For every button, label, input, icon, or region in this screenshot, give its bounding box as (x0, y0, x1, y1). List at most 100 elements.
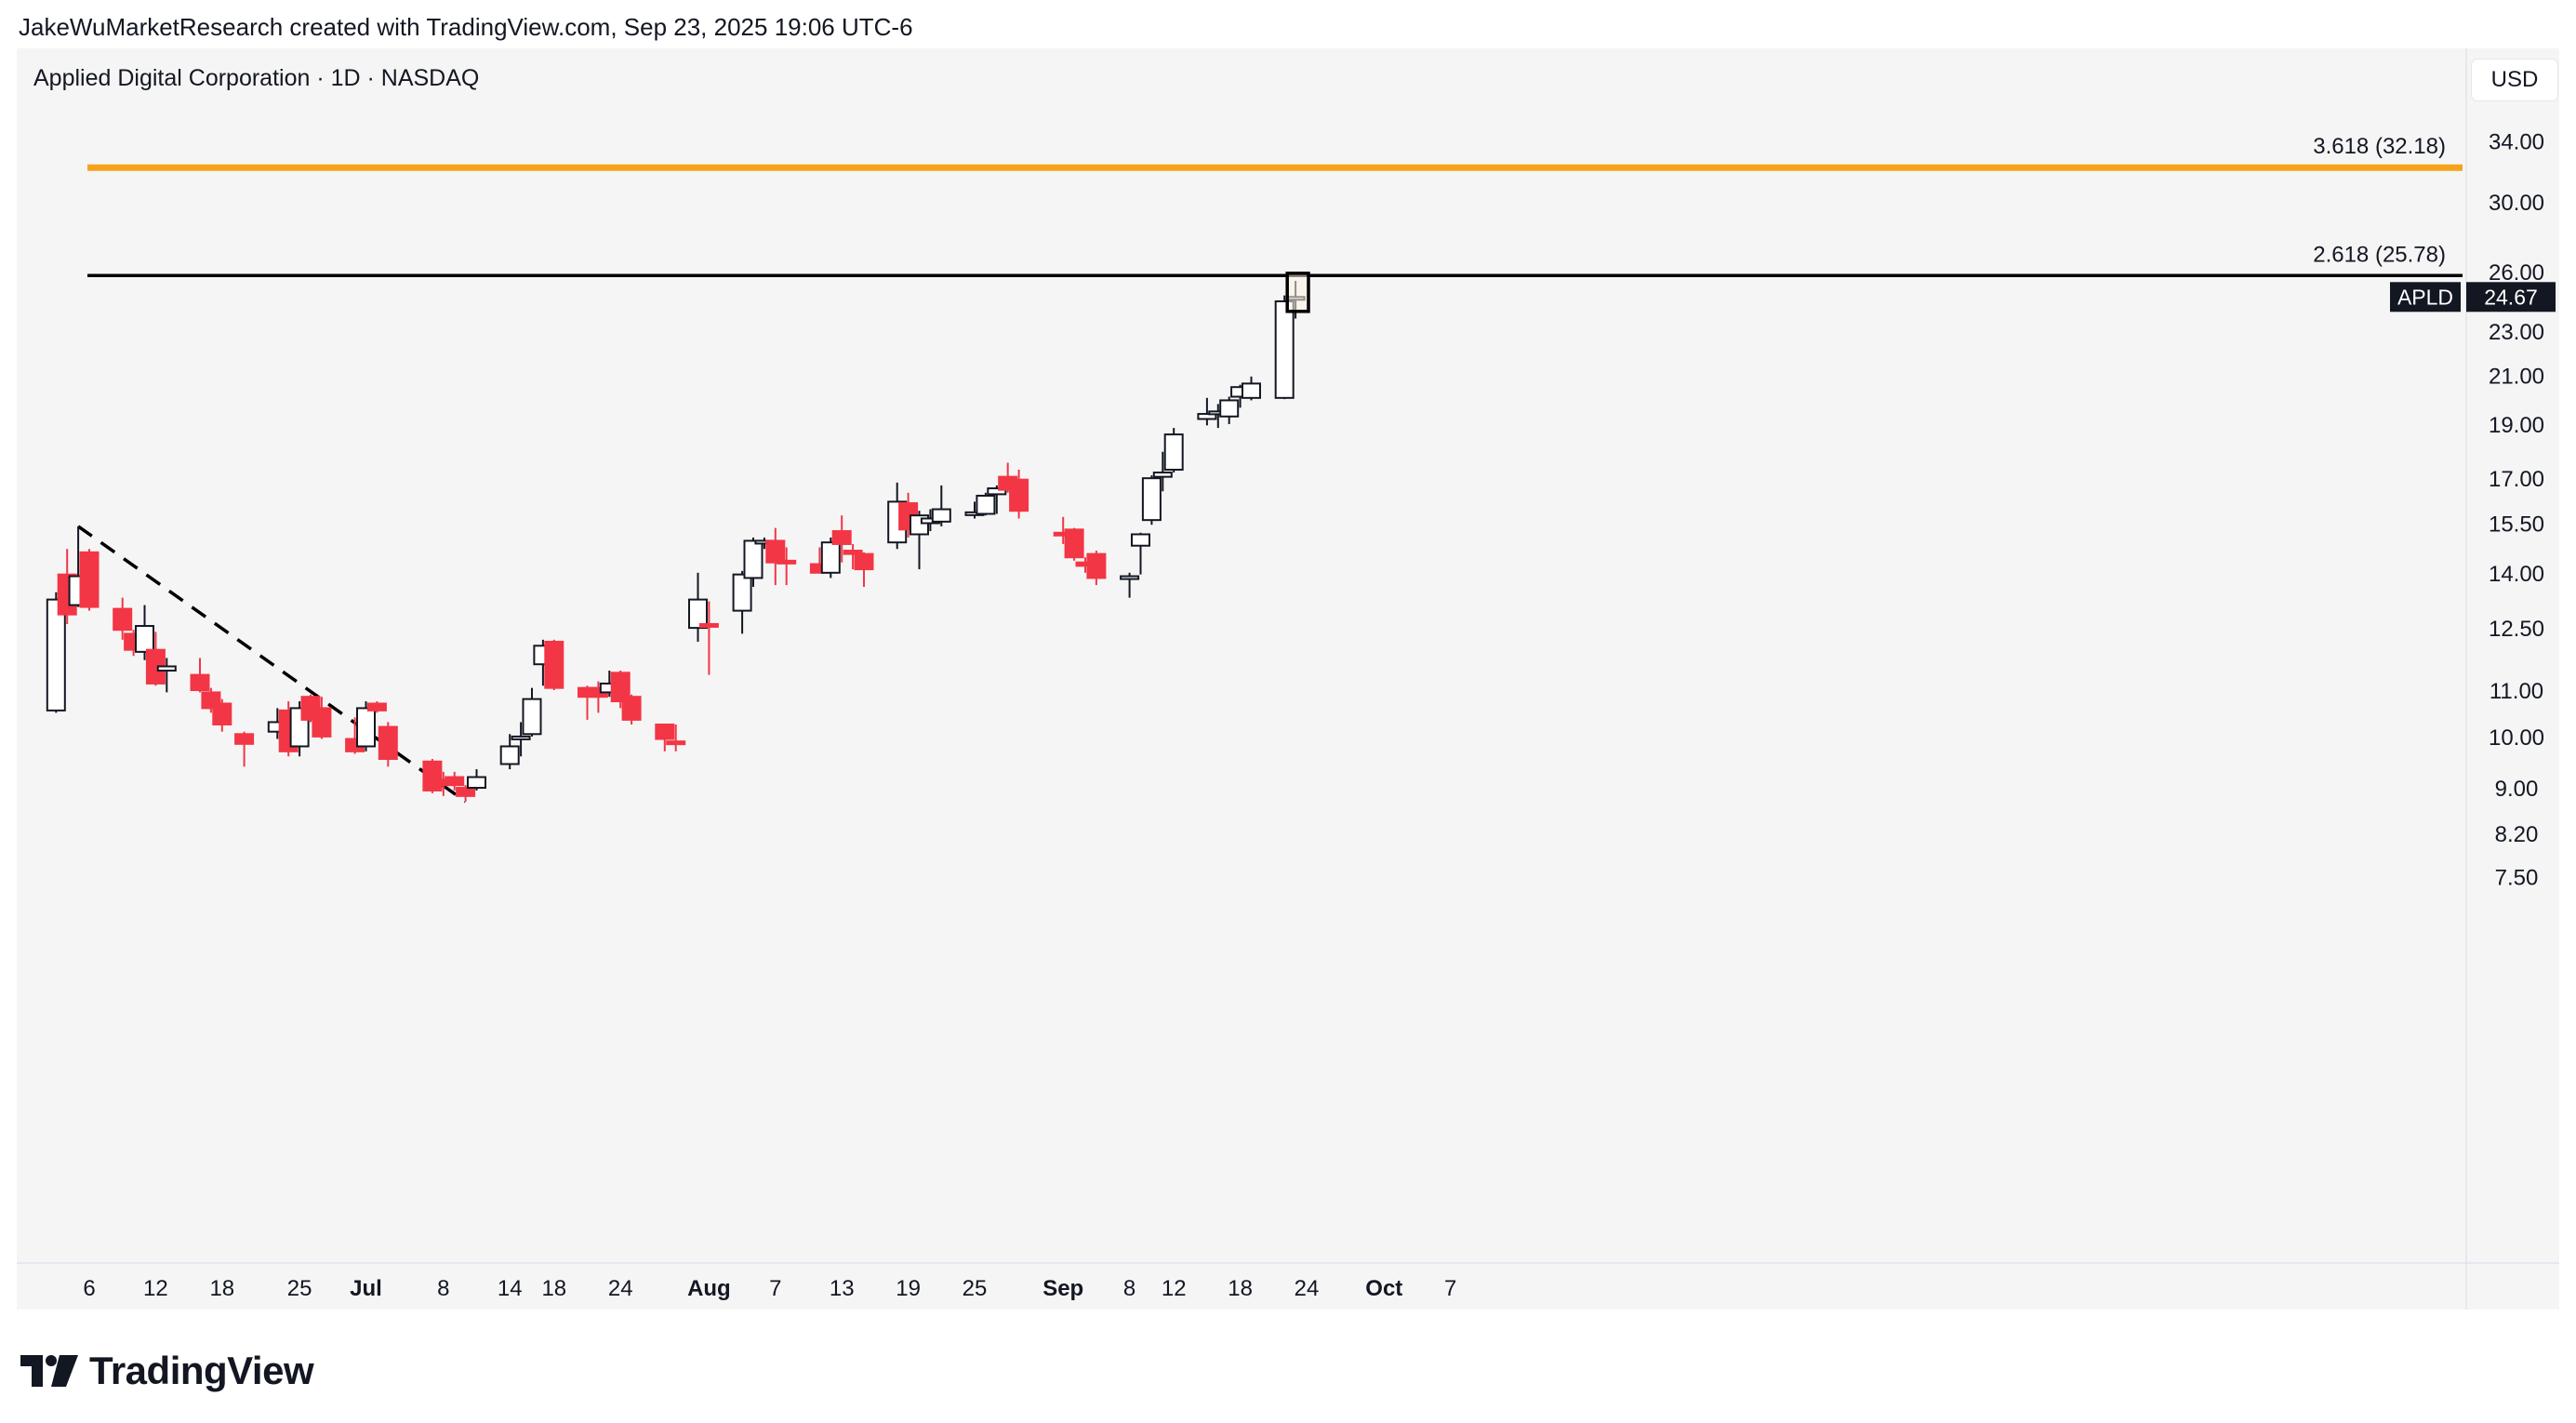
candle (1141, 475, 1162, 525)
candle-body (190, 673, 210, 692)
candle (156, 658, 177, 693)
candle-body (156, 665, 177, 672)
candle (511, 722, 531, 757)
candle-body (422, 760, 443, 791)
x-tick-label: 25 (287, 1276, 312, 1301)
x-tick-label: 24 (1295, 1276, 1320, 1301)
candle (931, 485, 951, 526)
candle (1152, 451, 1173, 492)
candle (987, 485, 1007, 514)
y-tick-label: 9.00 (2495, 777, 2539, 802)
candle-body (820, 541, 841, 574)
candle (765, 527, 786, 586)
candle-body (511, 735, 531, 740)
candle (113, 597, 133, 640)
last-price-badge (2466, 282, 2556, 313)
x-tick-label: 12 (1162, 1276, 1187, 1301)
candle (732, 570, 752, 634)
candle-body (931, 508, 951, 523)
candle-body (698, 622, 719, 628)
candle-body (621, 696, 642, 721)
candle-body (544, 640, 564, 689)
x-tick-label: 18 (209, 1276, 234, 1301)
candle (46, 592, 66, 713)
y-tick-label: 8.20 (2495, 822, 2539, 847)
candle-body (445, 776, 465, 787)
chart-panel[interactable] (17, 48, 2559, 1310)
candle-body (356, 707, 376, 748)
candle (79, 549, 100, 611)
candle-body (234, 733, 255, 745)
candle (743, 537, 764, 587)
price-chart[interactable]: 38.0034.0030.0026.0023.0021.0019.0017.00… (0, 0, 2576, 1310)
candle-body (1086, 552, 1107, 579)
candle (378, 722, 398, 767)
x-tick-label: 8 (1123, 1276, 1135, 1301)
candle-body (1120, 575, 1140, 580)
candle (698, 601, 719, 675)
x-tick-label: 18 (1228, 1276, 1253, 1301)
y-tick-label: 11.00 (2490, 679, 2543, 704)
last-price-label: 24.67 (2484, 285, 2538, 309)
candle (655, 723, 675, 751)
x-tick-label: 19 (896, 1276, 921, 1301)
tradingview-logo[interactable]: TradingView (20, 1349, 314, 1393)
y-tick-label: 19.00 (2489, 413, 2544, 438)
tradingview-wordmark: TradingView (89, 1349, 314, 1392)
candle (1131, 532, 1150, 575)
candle-body (777, 559, 797, 565)
candle (1086, 551, 1107, 586)
y-tick-label: 17.00 (2489, 467, 2544, 492)
candle (1274, 295, 1295, 400)
candle (831, 515, 852, 563)
y-tick-label: 15.50 (2489, 512, 2544, 538)
candle (499, 734, 520, 770)
candle-body (135, 625, 154, 653)
candle (422, 758, 443, 793)
x-tick-label: Aug (687, 1276, 731, 1301)
candle-body (1064, 528, 1084, 559)
candle (522, 687, 542, 737)
candle (1163, 428, 1184, 473)
candle-body (610, 672, 631, 703)
candle-body (1141, 477, 1162, 522)
x-tick-label: 25 (963, 1276, 988, 1301)
candle-body (1242, 382, 1261, 399)
candle-body (366, 702, 387, 712)
y-tick-label: 21.00 (2489, 365, 2544, 390)
candle (1064, 527, 1084, 561)
candle-body (79, 551, 100, 608)
candle-body (688, 598, 708, 630)
candle-body (1152, 472, 1173, 478)
y-tick-label: 10.00 (2489, 725, 2544, 751)
x-tick-label: 12 (143, 1276, 168, 1301)
x-tick-label: 14 (498, 1276, 523, 1301)
symbol-title: Applied Digital Corporation · 1D · NASDA… (33, 65, 480, 91)
candle-body (1009, 478, 1029, 512)
x-tick-label: 7 (769, 1276, 781, 1301)
candle (1219, 396, 1240, 424)
symbol-badge-label: APLD (2397, 285, 2453, 309)
candle (467, 769, 486, 791)
candle (621, 694, 642, 725)
candle-body (1197, 413, 1217, 420)
y-tick-label: 23.00 (2489, 320, 2544, 345)
candle-body (843, 550, 863, 555)
candle (366, 701, 387, 713)
x-tick-label: Oct (1365, 1276, 1402, 1301)
candle-body (456, 787, 476, 797)
x-tick-label: 24 (608, 1276, 633, 1301)
candle-body (1219, 399, 1240, 418)
x-tick-label: 7 (1444, 1276, 1456, 1301)
candle-body (212, 702, 232, 725)
candle (234, 731, 255, 767)
highlight-box (1285, 272, 1310, 313)
candle-body (46, 598, 66, 712)
candle-body (655, 723, 675, 740)
x-tick-label: 18 (541, 1276, 566, 1301)
candle-body (113, 607, 133, 632)
currency-button[interactable]: USD (2472, 60, 2557, 100)
candle (145, 632, 166, 686)
candle (1009, 470, 1029, 519)
candle (312, 697, 332, 739)
